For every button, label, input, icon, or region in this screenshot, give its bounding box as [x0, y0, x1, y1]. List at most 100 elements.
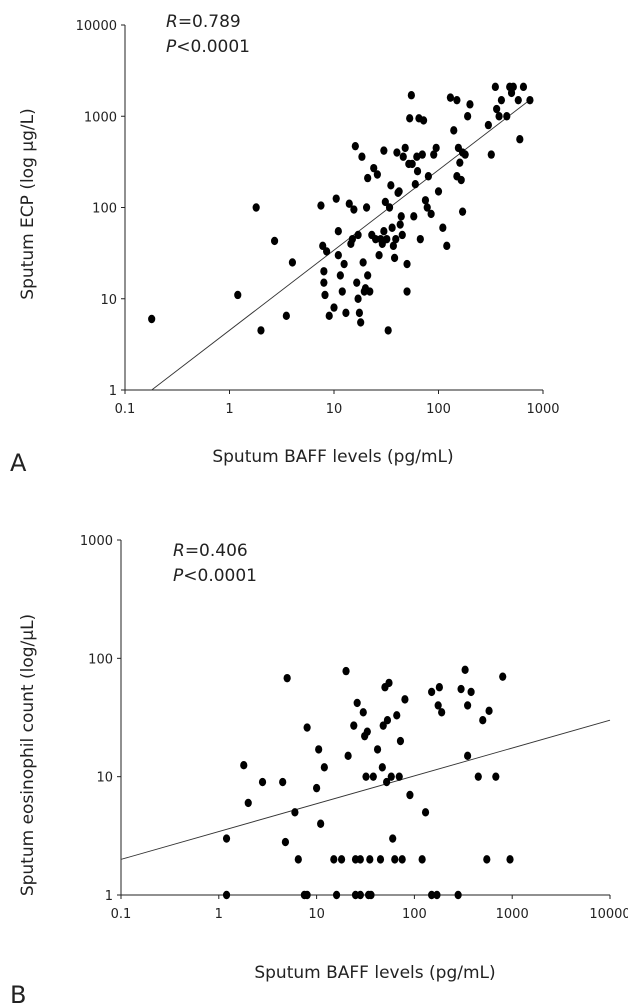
panel-b-x-tick-label: 1: [215, 907, 223, 922]
panel-a-data-point: [319, 241, 327, 251]
panel-b-x-ticks: 0.1 1 10 100 1000 10000: [111, 895, 628, 922]
panel-a-data-point: [364, 173, 372, 183]
panel-a-data-point: [421, 196, 430, 205]
panel-a-data-point: [395, 187, 403, 196]
panel-b-data-point: [396, 736, 405, 746]
panel-a-data-point: [446, 93, 455, 102]
panel-a-data-point: [348, 234, 357, 244]
panel-b-data-point: [356, 890, 364, 900]
panel-b-x-axis-label: Sputum BAFF levels (pg/mL): [254, 963, 495, 983]
panel-b-x-tick-label: 0.1: [111, 907, 132, 922]
panel-b-data-point: [393, 711, 401, 720]
panel-b-data-point: [499, 672, 507, 681]
panel-a-data-point: [373, 170, 381, 179]
panel-a-data-point: [257, 326, 265, 335]
panel-a-data-point: [396, 220, 404, 229]
panel-a-data-point: [332, 194, 340, 203]
panel-a-data-point: [282, 311, 290, 321]
panel-a-data-point: [321, 290, 329, 300]
panel-b-data-point: [366, 855, 374, 864]
panel-a-data-point: [466, 100, 474, 109]
panel-b-data-point: [258, 777, 267, 787]
panel-a-data-point: [380, 226, 388, 236]
panel-b-r-stat: R=0.406: [173, 541, 248, 561]
panel-a-r-stat: R=0.789: [166, 12, 241, 32]
panel-b-data-point: [315, 745, 323, 754]
panel-a-data-point: [424, 172, 432, 181]
panel-b-data-point: [350, 721, 358, 730]
panel-a-data-point: [493, 104, 501, 114]
panel-b-data-point: [332, 890, 341, 900]
panel-a-data-point: [406, 114, 414, 123]
panel-b-data-point: [492, 772, 500, 781]
panel-a-data-point: [388, 223, 396, 232]
panel-b-p-symbol: P: [173, 566, 184, 586]
panel-a-data-point: [380, 146, 388, 155]
panel-a-data-point: [519, 82, 528, 92]
panel-b-data-point: [435, 683, 443, 692]
panel-a-p-value: <0.0001: [176, 37, 250, 57]
panel-a-data-point: [381, 197, 389, 207]
panel-a-r-symbol: R: [166, 12, 178, 32]
panel-a-data-point: [413, 166, 422, 176]
panel-b-x-tick-label: 10: [308, 907, 325, 922]
panel-a-data-point: [357, 318, 365, 327]
panel-b-r-symbol: R: [173, 541, 185, 561]
panel-a-data-point: [407, 91, 415, 100]
panel-a-data-point: [516, 135, 524, 144]
panel-a-data-point: [148, 314, 156, 324]
panel-b-p-stat: P<0.0001: [173, 566, 257, 586]
panel-a-data-point: [423, 203, 431, 212]
panel-a-data-point: [385, 203, 394, 212]
panel-b-data-point: [506, 855, 514, 864]
panel-a-y-tick-label: 10: [100, 293, 117, 308]
panel-b-data-point: [485, 706, 493, 716]
panel-b-data-point: [291, 808, 299, 817]
panel-a-data-point: [354, 230, 362, 240]
panel-a-data-point: [484, 120, 492, 130]
panel-b-data-point: [313, 783, 321, 793]
panel-b-data-point: [438, 708, 446, 717]
panel-a-data-point: [325, 311, 333, 321]
panel-a-data-point: [497, 95, 506, 105]
panel-b-chart: 1 10 100 1000 0.1 1 10 100 1000 10000 R=0.406 P<…: [10, 534, 628, 1008]
panel-b-data-point: [464, 751, 472, 761]
panel-a-data-point: [509, 82, 517, 92]
panel-a-data-point: [456, 158, 464, 167]
panel-a-data-point: [419, 116, 428, 125]
panel-a-data-point: [411, 180, 419, 189]
panel-a-y-tick-label: 10000: [76, 19, 117, 34]
panel-b-data-point: [222, 890, 231, 900]
panel-b-data-point: [303, 723, 311, 732]
panel-a-data-point: [457, 175, 465, 185]
panel-a-y-ticks: 1 10 100 1000 10000: [76, 19, 125, 399]
panel-a-x-tick-label: 10: [326, 402, 343, 417]
panel-a-data-point: [330, 303, 338, 312]
panel-a-data-point: [383, 234, 391, 244]
panel-a-data-point: [338, 287, 346, 296]
panel-a-data-point: [288, 258, 297, 267]
panel-a-data-point: [384, 326, 392, 335]
panel-b-data-point: [387, 772, 395, 781]
panel-b-data-point: [418, 855, 426, 864]
panel-a-data-point: [427, 209, 435, 219]
panel-b-data-point: [483, 855, 491, 864]
panel-b-data-point: [281, 837, 290, 847]
panel-a-data-point: [359, 258, 367, 267]
panel-a-data-point: [355, 308, 363, 318]
panel-a-data-point: [392, 234, 400, 244]
panel-b-data-point: [428, 687, 436, 697]
panel-b-data-point: [337, 855, 346, 864]
panel-a-data-point: [495, 112, 503, 121]
panel-a-data-point: [450, 126, 458, 135]
panel-b-data-point: [428, 890, 436, 900]
panel-a-data-point: [503, 112, 511, 121]
panel-a-data-point: [491, 82, 499, 92]
panel-b-y-axis-label: Sputum eosinophil count (log/μL): [18, 614, 38, 896]
panel-a-data-point: [323, 247, 331, 256]
panel-a-x-tick-label: 100: [426, 402, 451, 417]
panel-a-data-point: [439, 223, 447, 232]
panel-b-data-point: [434, 701, 442, 710]
panel-a-data-point: [432, 143, 440, 153]
panel-b-data-point: [464, 701, 472, 710]
